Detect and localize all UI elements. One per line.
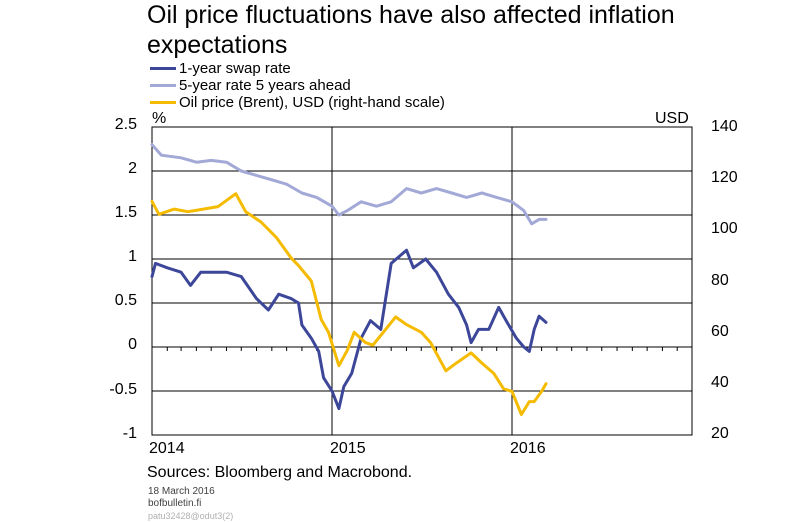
legend-item-5y5y: 5-year rate 5 years ahead	[150, 77, 445, 94]
right-tick: 60	[711, 323, 729, 340]
axes	[151, 126, 693, 436]
legend-item-oil: Oil price (Brent), USD (right-hand scale…	[150, 94, 445, 111]
x-tick-2016: 2016	[510, 440, 546, 457]
left-tick: 2	[128, 160, 137, 177]
left-tick: 1.5	[114, 204, 137, 221]
left-tick: 2.5	[114, 116, 137, 133]
legend-swatch-swap	[150, 67, 176, 70]
legend-label-oil: Oil price (Brent), USD (right-hand scale…	[179, 94, 445, 111]
right-tick: 140	[711, 118, 738, 135]
right-axis-unit: USD	[655, 110, 689, 127]
left-tick: -0.5	[109, 381, 137, 398]
left-axis-unit: %	[152, 110, 167, 127]
legend-item-swap: 1-year swap rate	[150, 60, 445, 77]
x-tick-2015: 2015	[330, 440, 366, 457]
series-line-swap-rate	[150, 248, 548, 411]
right-tick: 100	[711, 220, 738, 237]
series-line-oil-price	[150, 192, 548, 416]
legend-swatch-5y5y	[150, 84, 176, 87]
legend-swatch-oil	[150, 101, 176, 104]
series-line-five-year-forward	[150, 143, 548, 226]
left-tick: 1	[128, 248, 137, 265]
right-tick: 120	[711, 169, 738, 186]
right-tick: 80	[711, 272, 729, 289]
left-tick: 0.5	[114, 292, 137, 309]
plot-frame	[151, 126, 693, 436]
chart-title: Oil price fluctuations have also affecte…	[147, 1, 675, 59]
series-lines	[150, 143, 548, 416]
publish-date: 18 March 2016	[148, 486, 215, 497]
right-tick: 40	[711, 374, 729, 391]
chart-code: patu32428@odut3(2)	[148, 511, 234, 521]
left-tick: -1	[122, 425, 137, 442]
legend: 1-year swap rate 5-year rate 5 years ahe…	[150, 60, 445, 111]
legend-label-swap: 1-year swap rate	[179, 60, 291, 77]
x-tick-2014: 2014	[149, 440, 185, 457]
site-url: bofbulletin.fi	[148, 498, 202, 509]
legend-label-5y5y: 5-year rate 5 years ahead	[179, 77, 351, 94]
right-tick: 20	[711, 425, 729, 442]
source-note: Sources: Bloomberg and Macrobond.	[147, 464, 413, 481]
grid	[152, 126, 692, 436]
left-tick: 0	[128, 336, 137, 353]
